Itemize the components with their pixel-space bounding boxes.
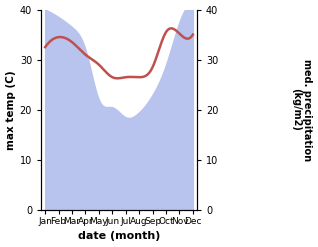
Y-axis label: max temp (C): max temp (C) <box>5 70 16 150</box>
X-axis label: date (month): date (month) <box>78 231 160 242</box>
Y-axis label: med. precipitation
(kg/m2): med. precipitation (kg/m2) <box>291 59 313 161</box>
